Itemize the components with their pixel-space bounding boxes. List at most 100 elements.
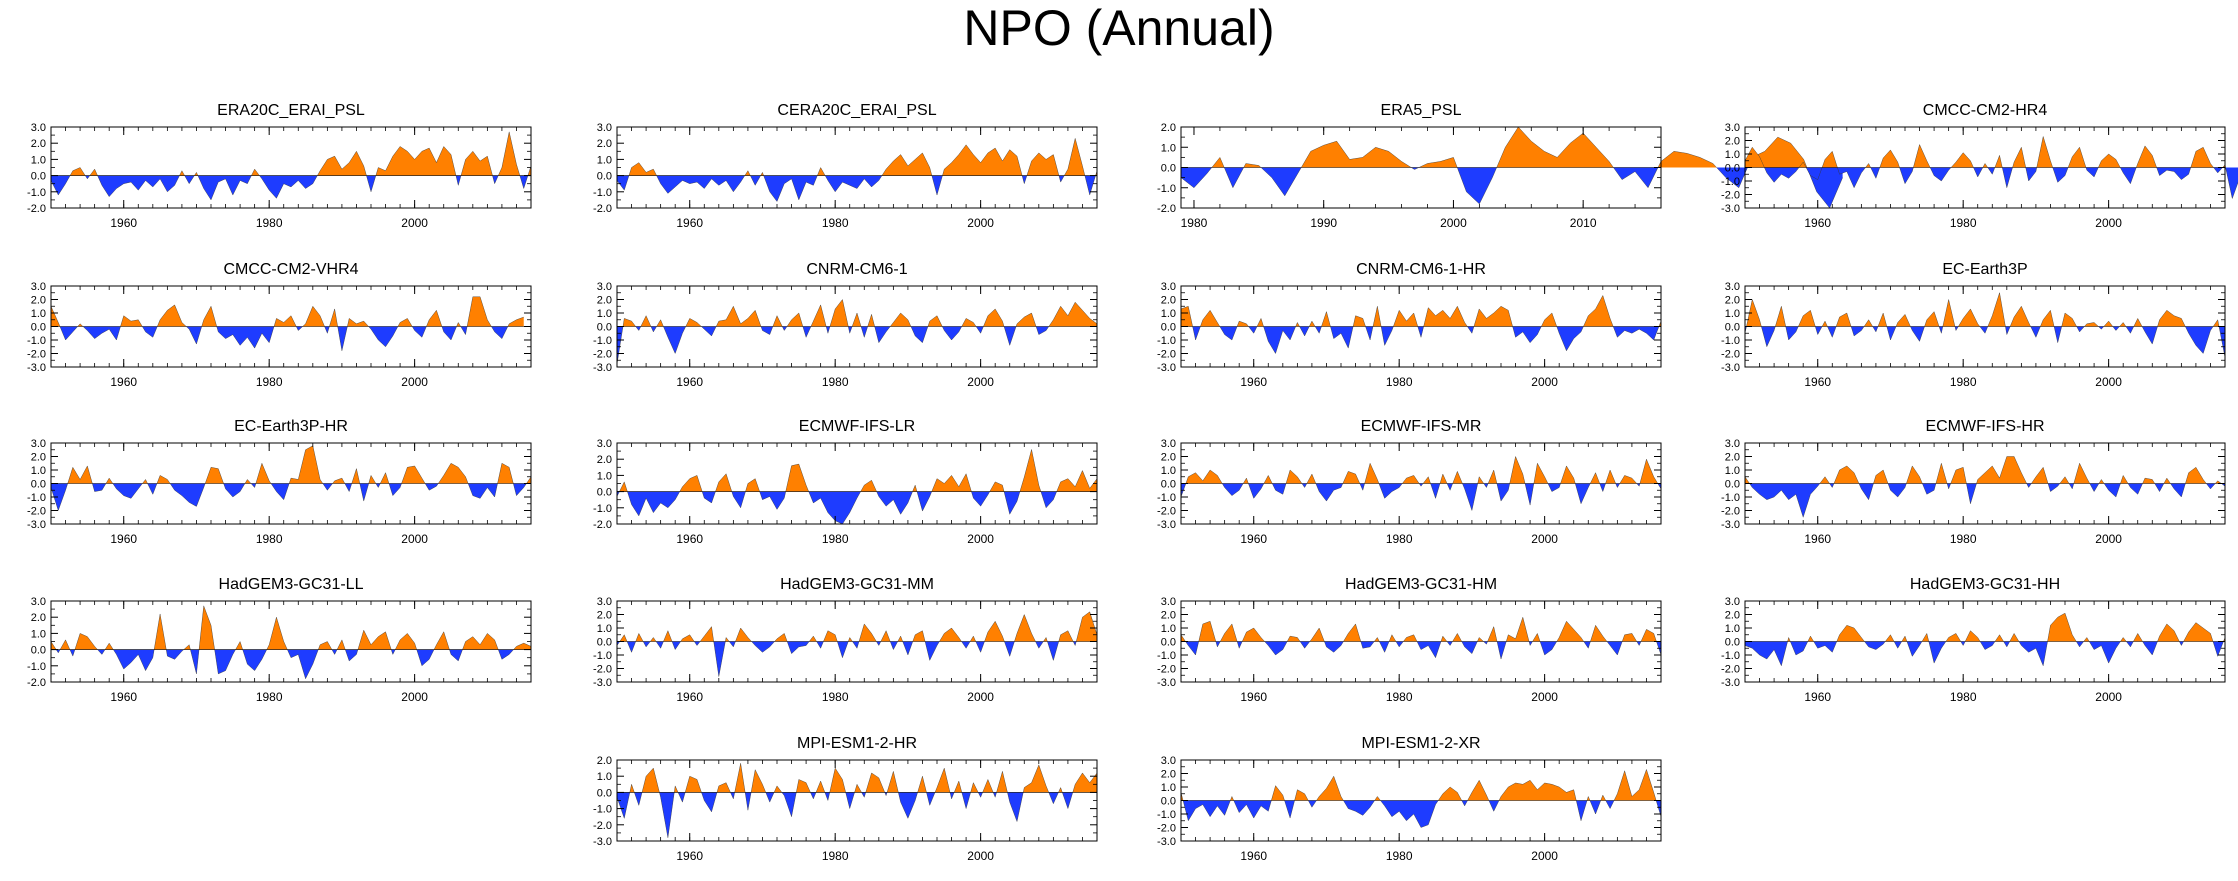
negative-area [1185,641,1661,660]
x-tick-label: 1980 [822,216,849,230]
y-tick-label: 3.0 [1161,755,1176,767]
y-tick-label: 1.0 [597,154,612,166]
series-line [1744,456,2226,518]
y-tick-label: -1.0 [593,335,612,347]
panel-title: HadGEM3-GC31-HM [1345,576,1497,593]
y-tick-label: 1.0 [1725,623,1740,635]
y-tick-label: 1.0 [597,771,612,783]
y-tick-label: 3.0 [1161,596,1176,608]
x-tick-label: 1960 [1240,849,1267,863]
negative-area [617,792,1073,838]
y-tick-label: -3.0 [593,362,612,374]
x-tick-label: 2000 [1531,690,1558,704]
panel-title: EC-Earth3P-HR [234,418,348,435]
x-tick-label: 2000 [967,375,994,389]
x-tick-label: 1960 [110,532,137,546]
positive-area [619,611,1097,642]
x-tick-label: 2000 [2095,216,2122,230]
panel-cnrm-cm6-1-hr: CNRM-CM6-1-HR -3.0-2.0 -1.00.0 1.02.0 3.0 196… [1157,261,1662,389]
y-tick-label: 2.0 [31,295,46,307]
x-tick-label: 1980 [822,375,849,389]
y-tick-label: -2.0 [1721,664,1740,676]
y-tick-label: 1.0 [1161,782,1176,794]
x-tick-label: 1980 [1950,216,1977,230]
series-line [50,445,532,512]
y-tick-label: 3.0 [1725,438,1740,450]
y-tick-label: 0.0 [597,787,612,799]
series-line [1744,612,2226,667]
series-line [1744,292,2226,358]
y-tick-label: 1.0 [31,154,46,166]
y-tick-label: 2.0 [597,755,612,767]
positive-area [51,296,524,327]
negative-area [1183,800,1661,828]
y-tick-label: -1.0 [593,187,612,199]
panel-ecmwf-ifs-mr: ECMWF-IFS-MR -3.0-2.0 -1.00.0 1.02.0 3.0 1960… [1157,418,1662,546]
positive-area [1185,456,1658,484]
y-tick-label: 3.0 [1725,596,1740,608]
negative-area [1192,326,1659,354]
y-tick-label: 0.0 [1725,637,1740,649]
series-line [1180,294,1662,354]
x-tick-label: 1980 [256,690,283,704]
plot-frame [50,600,532,683]
y-tick-label: -1.0 [27,661,46,673]
panel-hadgem3-gc31-mm: HadGEM3-GC31-MM -3.0-2.0 -1.00.0 1.02.0 3.0 1… [593,576,1098,704]
y-tick-label: -1.0 [1721,176,1740,188]
x-tick-label: 1980 [822,532,849,546]
y-tick-label: 1.0 [31,308,46,320]
x-tick-label: 1960 [1804,690,1831,704]
y-tick-label: -1.0 [27,492,46,504]
y-tick-label: -1.0 [1721,492,1740,504]
y-tick-label: 1.0 [31,465,46,477]
x-tick-label: 2000 [2095,690,2122,704]
y-tick-label: -2.0 [27,203,46,215]
plot-frame [616,126,1098,209]
x-tick-label: 1960 [676,532,703,546]
y-tick-label: -3.0 [1721,362,1740,374]
x-tick-label: 1960 [1804,532,1831,546]
negative-area [59,326,508,351]
y-tick-label: 0.0 [1161,163,1176,175]
y-tick-label: -2.0 [593,203,612,215]
panel-title: ECMWF-IFS-HR [1925,418,2044,435]
y-tick-label: 3.0 [1161,438,1176,450]
y-tick-label: 1.0 [1725,149,1740,161]
y-tick-label: -3.0 [1721,203,1740,215]
y-tick-label: 3.0 [597,596,612,608]
y-tick-label: 3.0 [31,122,46,134]
negative-area [617,641,1077,677]
y-tick-label: -3.0 [27,362,46,374]
negative-area [56,649,514,679]
y-tick-label: -1.0 [1721,335,1740,347]
series-line [50,296,524,351]
positive-area [619,449,1097,492]
y-tick-label: -3.0 [1157,836,1176,848]
y-tick-label: -3.0 [593,677,612,689]
y-tick-label: 2.0 [1161,295,1176,307]
y-tick-label: 3.0 [597,122,612,134]
negative-area [51,175,528,200]
x-tick-label: 2000 [1531,849,1558,863]
y-tick-label: 2.0 [1725,610,1740,622]
y-tick-label: 0.0 [1725,479,1740,491]
positive-area [1745,456,2222,484]
panel-cmcc-cm2-vhr4: CMCC-CM2-VHR4 -3.0-2.0 -1.00.0 1.02.0 3.0 196… [27,261,532,389]
y-tick-label: -1.0 [1721,650,1740,662]
y-tick-label: -1.0 [1157,335,1176,347]
panel-title: ERA20C_ERAI_PSL [217,102,365,119]
y-tick-label: 2.0 [1161,452,1176,464]
y-tick-label: 0.0 [1161,322,1176,334]
panel-title: MPI-ESM1-2-XR [1361,735,1480,752]
y-tick-label: 1.0 [1161,308,1176,320]
y-tick-label: 1.0 [597,308,612,320]
negative-area [1181,167,1843,208]
y-tick-label: -2.0 [27,349,46,361]
x-tick-label: 1980 [822,690,849,704]
panel-ec-earth3p: EC-Earth3P -3.0-2.0 -1.00.0 1.02.0 3.0 1960 19… [1721,261,2226,389]
x-tick-label: 1960 [110,375,137,389]
series-line [50,605,532,680]
x-tick-label: 2000 [967,849,994,863]
plot-frame [50,126,532,209]
